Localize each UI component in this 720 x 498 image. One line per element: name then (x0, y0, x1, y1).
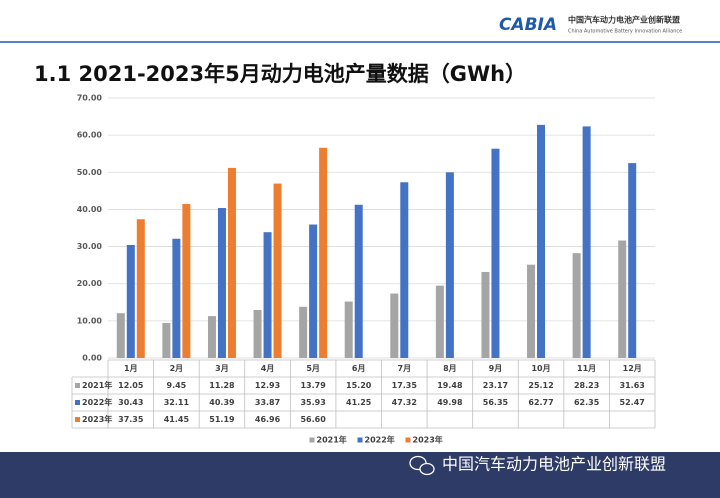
bar (162, 322, 171, 358)
footer-text: 中国汽车动力电池产业创新联盟 (442, 455, 666, 474)
y-tick-label: 10.00 (77, 316, 103, 325)
table-value: 56.60 (300, 415, 326, 424)
legend-label: 2023年 (413, 435, 443, 445)
x-tick-label: 7月 (398, 364, 412, 373)
table-value: 37.35 (118, 415, 144, 424)
y-tick-label: 60.00 (77, 131, 103, 140)
wechat-icon (409, 455, 435, 476)
x-tick-label: 8月 (443, 364, 457, 373)
x-tick-label: 5月 (306, 364, 320, 373)
table-value: 35.93 (300, 398, 325, 407)
legend-label: 2021年 (317, 435, 347, 445)
x-tick-label: 3月 (215, 364, 229, 373)
bar (390, 293, 399, 358)
logo: CABIA (499, 15, 557, 35)
bar (537, 124, 546, 359)
bar (400, 182, 409, 358)
table-value: 56.35 (483, 398, 509, 407)
legend-key (405, 437, 411, 443)
x-tick-label: 10月 (531, 364, 550, 373)
table-value: 11.28 (209, 381, 235, 390)
chart-title: 1.1 2021-2023年5月动力电池产量数据（GWh） (34, 62, 526, 86)
bar (299, 306, 308, 358)
table-value: 23.17 (483, 381, 508, 390)
y-tick-label: 30.00 (77, 242, 103, 251)
row-label: 2021年 (82, 380, 112, 390)
table-value: 62.35 (574, 398, 600, 407)
row-label: 2022年 (82, 397, 112, 407)
bar (435, 285, 444, 358)
x-tick-label: 6月 (352, 364, 366, 373)
x-tick-label: 12月 (623, 364, 642, 373)
table-value: 41.25 (346, 398, 372, 407)
legend-label: 2022年 (365, 435, 395, 445)
x-tick-label: 4月 (261, 364, 275, 373)
bar (309, 224, 318, 358)
table-value: 49.98 (437, 398, 463, 407)
x-tick-label: 2月 (170, 364, 184, 373)
legend-key (309, 437, 315, 443)
y-tick-label: 0.00 (82, 354, 102, 363)
table-value: 40.39 (209, 398, 235, 407)
bar (354, 204, 363, 358)
table-value: 33.87 (255, 398, 280, 407)
table-value: 51.19 (209, 415, 235, 424)
bar (319, 147, 328, 358)
table-value: 46.96 (255, 415, 281, 424)
row-label: 2023年 (82, 414, 112, 424)
bar (273, 183, 282, 358)
row-key (75, 383, 80, 388)
bar (227, 167, 236, 358)
table-value: 47.32 (392, 398, 417, 407)
y-tick-label: 50.00 (77, 168, 103, 177)
table-value: 52.47 (620, 398, 645, 407)
table-value: 41.45 (164, 415, 190, 424)
x-tick-label: 9月 (489, 364, 503, 373)
bar (253, 309, 262, 358)
bar (344, 301, 353, 358)
bar (116, 313, 125, 358)
bar (172, 238, 181, 358)
bar (628, 163, 637, 358)
table-value: 17.35 (392, 381, 418, 390)
y-tick-label: 20.00 (77, 279, 103, 288)
table-value: 13.79 (300, 381, 326, 390)
table-value: 25.12 (528, 381, 553, 390)
bar (217, 207, 226, 358)
table-value: 12.05 (118, 381, 144, 390)
footer-banner (0, 452, 720, 498)
bar (527, 264, 536, 358)
y-tick-label: 70.00 (77, 94, 103, 103)
bar (481, 271, 490, 358)
table-value: 31.63 (620, 381, 645, 390)
table-value: 15.20 (346, 381, 372, 390)
bar (126, 244, 135, 358)
table-value: 9.45 (167, 381, 187, 390)
bar (136, 219, 145, 358)
table-value: 19.48 (437, 381, 463, 390)
table-value: 12.93 (255, 381, 280, 390)
bar (618, 240, 627, 358)
y-tick-label: 40.00 (77, 205, 103, 214)
bar (263, 232, 272, 358)
bar (572, 253, 581, 358)
bar (207, 316, 216, 358)
table-value: 30.43 (118, 398, 143, 407)
bar (582, 126, 591, 359)
table-value: 28.23 (574, 381, 599, 390)
bar (182, 204, 191, 358)
table-value: 32.11 (164, 398, 190, 407)
org-name-en: China Automotive Battery Innovation Alli… (568, 29, 682, 35)
x-tick-label: 1月 (124, 364, 138, 373)
row-key (75, 417, 80, 422)
org-name-cn: 中国汽车动力电池产业创新联盟 (568, 15, 680, 25)
table-value: 62.77 (528, 398, 553, 407)
legend-key (357, 437, 363, 443)
bar (445, 172, 454, 358)
bar (491, 148, 500, 358)
x-tick-label: 11月 (577, 364, 596, 373)
row-key (75, 400, 80, 405)
